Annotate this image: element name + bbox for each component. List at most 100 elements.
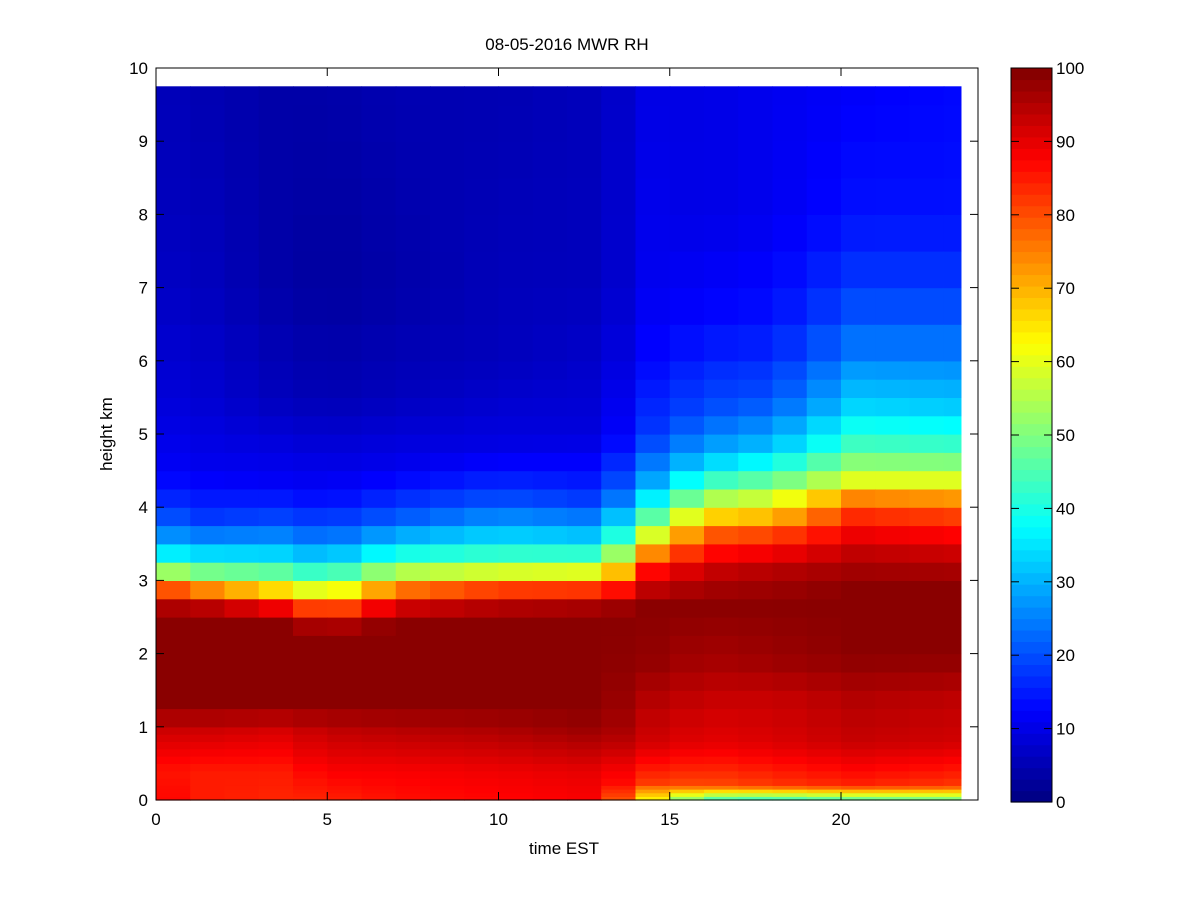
heatmap-cell [909,708,945,728]
heatmap-cell [190,708,226,728]
heatmap-cell [738,507,774,527]
heatmap-cell [327,525,363,545]
heatmap-cell [395,598,431,618]
heatmap-cell [806,141,842,179]
heatmap-cell [738,635,774,655]
heatmap-cell [875,434,911,453]
heatmap-cell [498,251,534,289]
heatmap-cell [532,580,568,600]
heatmap-cell [875,525,911,545]
heatmap-cell [395,741,431,750]
heatmap-cell [258,434,294,453]
heatmap-cell [498,778,534,786]
colorbar-swatch [1011,240,1052,253]
heatmap-cell [190,653,226,673]
colorbar [1010,67,1053,803]
heatmap-cell [841,397,876,417]
heatmap-cell [361,653,397,673]
heatmap-cell [909,141,945,179]
heatmap-cell [293,770,328,779]
heatmap-cell [635,452,671,472]
heatmap-cell [601,748,637,757]
heatmap-cell [498,287,534,325]
heatmap-cell [224,734,260,743]
heatmap-cell [669,86,705,106]
heatmap-cell [498,86,534,106]
y-axis-label: height km [97,397,116,471]
heatmap-cell [875,778,911,786]
heatmap-cell [430,434,465,453]
y-tick-label: 7 [139,279,148,298]
heatmap-cell [464,690,500,710]
heatmap-cell [258,452,294,472]
heatmap-cell [772,141,808,179]
heatmap-cell [156,708,191,728]
heatmap-cell [704,789,739,794]
heatmap-cell [464,598,500,618]
heatmap-cell [156,617,191,636]
heatmap-cell [258,617,294,636]
heatmap-cell [224,580,260,600]
heatmap-cell [532,287,568,325]
heatmap-cell [293,177,328,215]
heatmap-cell [806,635,842,655]
heatmap-cell [190,214,226,252]
heatmap-cell [258,379,294,398]
heatmap-cell [190,726,226,735]
heatmap-cell [361,452,397,472]
heatmap-cell [806,734,842,743]
heatmap-cell [395,792,431,797]
heatmap-cell [258,741,294,750]
heatmap-cell [841,104,876,142]
heatmap-cell [567,507,602,527]
heatmap-cell [498,756,534,764]
heatmap-cell [156,598,191,618]
heatmap-cell [430,785,465,790]
heatmap-cell [498,525,534,545]
heatmap-cell [601,104,637,142]
heatmap-cell [806,708,842,728]
heatmap-cell [498,598,534,618]
heatmap-cell [258,488,294,508]
heatmap-cell [635,360,671,380]
colorbar-swatch [1011,446,1052,459]
heatmap-cell [327,488,363,508]
heatmap-cell [806,287,842,325]
heatmap-cell [704,415,739,435]
heatmap-cell [841,726,876,735]
heatmap-cell [943,778,962,786]
heatmap-cell [738,251,774,289]
heatmap-cell [430,708,465,728]
heatmap-cell [156,379,191,398]
heatmap-cell [669,360,705,380]
heatmap-cell [567,525,602,545]
heatmap-cell [669,690,705,710]
heatmap-cell [601,287,637,325]
heatmap-cell [361,770,397,779]
heatmap-cell [635,653,671,673]
heatmap-cell [224,562,260,581]
heatmap-cell [635,415,671,435]
heatmap-cell [909,415,945,435]
heatmap-cell [156,741,191,750]
chart-title: 08-05-2016 MWR RH [485,35,648,54]
heatmap-cell [601,796,637,801]
heatmap-cell [498,415,534,435]
heatmap-cell [635,708,671,728]
heatmap-cell [567,415,602,435]
heatmap-cell [772,690,808,710]
heatmap-cell [190,543,226,563]
colorbar-swatch [1011,721,1052,734]
heatmap-cell [943,397,962,417]
heatmap-cell [704,324,739,362]
heatmap-cell [464,785,500,790]
heatmap-cell [258,397,294,417]
heatmap-cell [875,397,911,417]
heatmap-cell [704,734,739,743]
heatmap-cell [498,360,534,380]
heatmap-cell [190,562,226,581]
heatmap-cell [601,734,637,743]
heatmap-cell [498,748,534,757]
heatmap-cell [464,104,500,142]
heatmap-cell [190,470,226,490]
